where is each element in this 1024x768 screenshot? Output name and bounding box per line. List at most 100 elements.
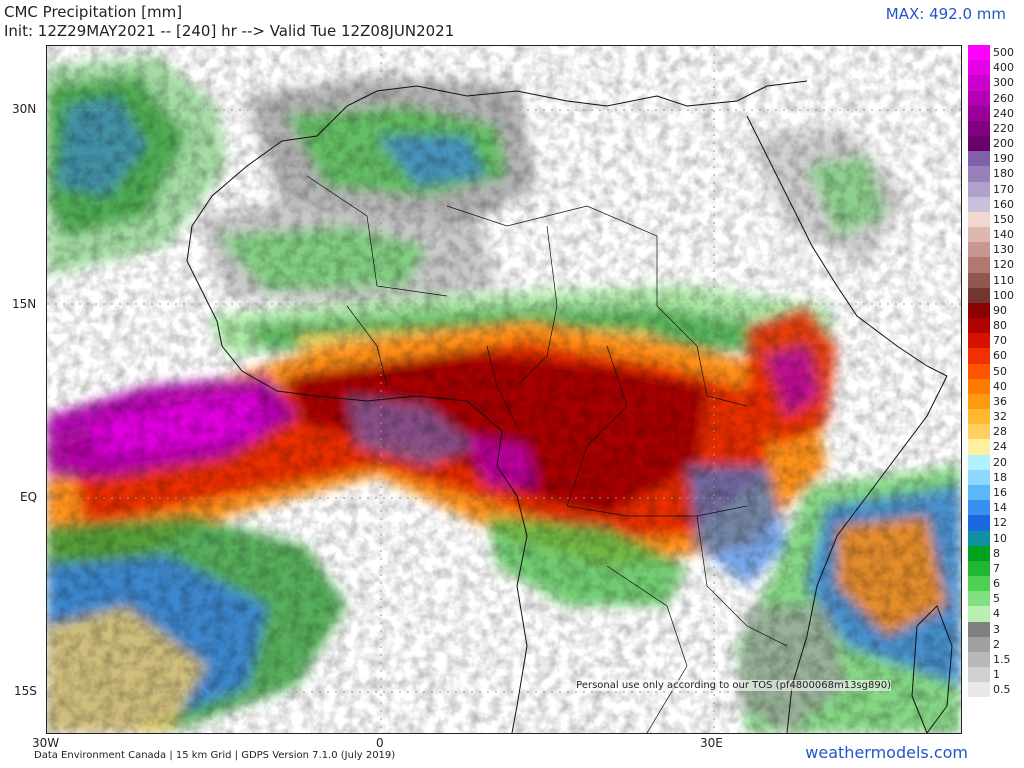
legend-entry: 7 [968, 560, 1020, 577]
legend-swatch [968, 105, 990, 121]
legend-entry: 130 [968, 242, 1020, 258]
legend-label: 190 [993, 152, 1014, 166]
legend-swatch [968, 378, 990, 394]
legend-entry: 60 [968, 348, 1020, 364]
legend-label: 90 [993, 303, 1007, 317]
legend-entry: 120 [968, 257, 1020, 273]
legend-label: 36 [993, 394, 1007, 408]
legend-entry: 36 [968, 393, 1020, 410]
legend-entry: 14 [968, 500, 1020, 516]
lon-label-0: 0 [376, 736, 384, 750]
legend-entry: 20 [968, 454, 1020, 470]
legend-entry: 1 [968, 667, 1020, 683]
map-canvas [47, 46, 961, 733]
site-link[interactable]: weathermodels.com [805, 743, 968, 762]
legend-swatch [968, 530, 990, 546]
legend-entry: 3 [968, 621, 1020, 637]
tos-notice: Personal use only according to our TOS (… [576, 680, 891, 691]
coastline [186, 80, 953, 733]
map-title: CMC Precipitation [mm] [4, 3, 183, 21]
legend-entry: 6 [968, 576, 1020, 592]
legend-swatch [968, 606, 990, 622]
legend-swatch [968, 393, 990, 410]
legend-swatch [968, 272, 990, 288]
legend-entry: 150 [968, 211, 1020, 228]
legend-entry: 12 [968, 515, 1020, 531]
legend-swatch [968, 136, 990, 152]
legend-swatch [968, 45, 990, 61]
legend-entry: 10 [968, 530, 1020, 546]
legend-entry: 170 [968, 181, 1020, 197]
legend-entry: 180 [968, 166, 1020, 182]
precipitation-map[interactable]: Personal use only according to our TOS (… [46, 45, 962, 734]
legend-entry: 300 [968, 75, 1020, 91]
legend-label: 140 [993, 228, 1014, 242]
legend-label: 130 [993, 243, 1014, 257]
max-precip-label: MAX: 492.0 mm [885, 5, 1006, 23]
legend-entry: 160 [968, 196, 1020, 212]
legend-swatch [968, 636, 990, 652]
legend-entry: 18 [968, 469, 1020, 485]
legend-swatch [968, 424, 990, 440]
legend-label: 6 [993, 577, 1000, 591]
legend-label: 170 [993, 182, 1014, 196]
legend-entry: 4 [968, 606, 1020, 622]
legend-swatch [968, 454, 990, 470]
country-borders [306, 175, 788, 733]
legend-label: 24 [993, 440, 1007, 454]
legend-swatch [968, 515, 990, 531]
legend-swatch [968, 500, 990, 516]
legend-entry: 24 [968, 439, 1020, 455]
legend-swatch [968, 75, 990, 91]
legend-swatch [968, 484, 990, 501]
legend-swatch [968, 166, 990, 182]
legend-entry: 220 [968, 120, 1020, 137]
legend-swatch [968, 257, 990, 273]
legend-label: 500 [993, 46, 1014, 59]
legend-label: 32 [993, 410, 1007, 424]
legend-entry: 100 [968, 287, 1020, 303]
legend-swatch [968, 333, 990, 349]
legend-entry: 70 [968, 333, 1020, 349]
legend-swatch [968, 545, 990, 561]
graticule [47, 46, 961, 733]
legend-label: 14 [993, 501, 1007, 515]
color-legend: 500 400 300 260 240 220 200 190 180 170 160 150 140 1… [968, 45, 1020, 713]
legend-label: 400 [993, 61, 1014, 75]
legend-label: 180 [993, 167, 1014, 181]
legend-label: 50 [993, 364, 1007, 378]
legend-label: 200 [993, 137, 1014, 151]
lon-label-30w: 30W [32, 736, 60, 750]
legend-label: 8 [993, 546, 1000, 560]
legend-swatch [968, 621, 990, 637]
texture-overlay [47, 46, 961, 733]
legend-label: 300 [993, 76, 1014, 90]
legend-swatch [968, 363, 990, 379]
lon-label-30e: 30E [700, 736, 723, 750]
legend-entry: 140 [968, 227, 1020, 243]
legend-entry: 8 [968, 545, 1020, 561]
legend-entry: 80 [968, 318, 1020, 334]
legend-swatch [968, 667, 990, 683]
legend-label: 2 [993, 637, 1000, 651]
legend-label: 5 [993, 592, 1000, 606]
legend-label: 10 [993, 531, 1007, 545]
legend-swatch [968, 439, 990, 455]
legend-entry: 240 [968, 105, 1020, 121]
legend-label: 40 [993, 379, 1007, 393]
legend-swatch [968, 348, 990, 364]
legend-swatch [968, 591, 990, 607]
legend-label: 110 [993, 273, 1014, 287]
legend-label: 70 [993, 334, 1007, 348]
legend-entry: 500 [968, 45, 1020, 61]
legend-label: 60 [993, 349, 1007, 363]
legend-swatch [968, 196, 990, 212]
legend-label: 28 [993, 425, 1007, 439]
legend-label: 18 [993, 470, 1007, 484]
legend-entry: 28 [968, 424, 1020, 440]
legend-swatch [968, 60, 990, 76]
legend-label: 0.5 [993, 683, 1011, 697]
legend-label: 4 [993, 607, 1000, 621]
legend-swatch [968, 181, 990, 197]
legend-entry: 110 [968, 272, 1020, 288]
